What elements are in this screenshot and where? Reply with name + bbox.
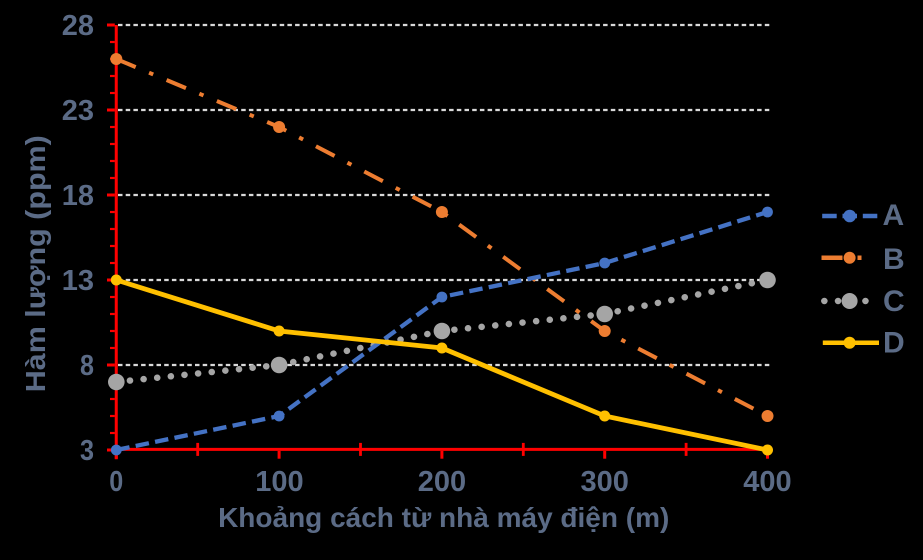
svg-text:C: C: [883, 285, 905, 318]
svg-text:0: 0: [109, 466, 123, 498]
svg-text:13: 13: [62, 265, 94, 297]
svg-text:3: 3: [80, 435, 94, 467]
svg-text:8: 8: [80, 350, 94, 382]
svg-text:100: 100: [255, 466, 303, 498]
svg-text:200: 200: [418, 466, 466, 498]
svg-text:A: A: [883, 199, 905, 232]
svg-text:400: 400: [743, 466, 791, 498]
svg-text:D: D: [883, 326, 905, 359]
svg-text:28: 28: [62, 10, 94, 42]
svg-text:Khoảng cách từ nhà máy điện (m: Khoảng cách từ nhà máy điện (m): [218, 502, 669, 533]
svg-text:Hàm lượng (ppm): Hàm lượng (ppm): [20, 135, 51, 392]
svg-text:18: 18: [62, 180, 94, 212]
svg-text:B: B: [883, 243, 905, 276]
svg-text:300: 300: [581, 466, 629, 498]
svg-text:23: 23: [62, 95, 94, 127]
